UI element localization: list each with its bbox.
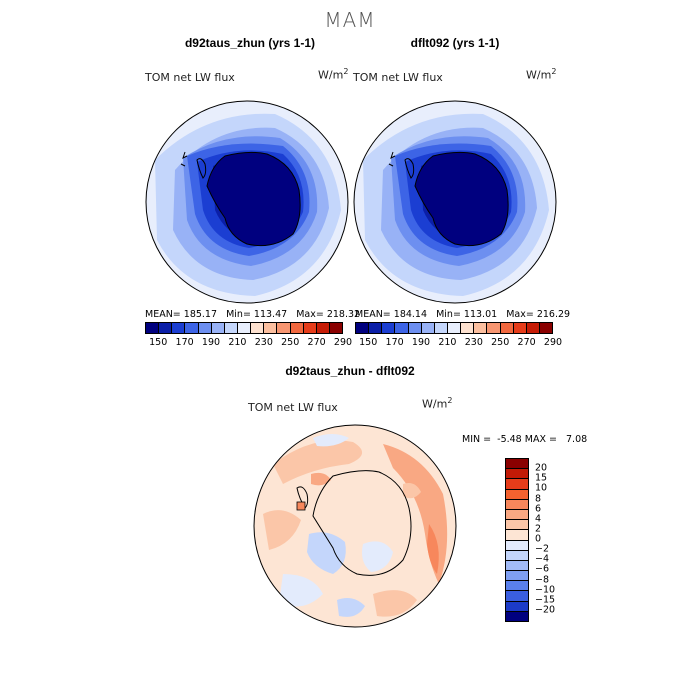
colorbar-2-tick-label: 230 [464,337,483,348]
colorbar-2-swatch [513,323,527,333]
diff-colorbar-swatch [506,611,528,621]
diff-panel-title: d92taus_zhun - dflt092 [285,364,415,378]
colorbar-1-swatch [224,323,238,333]
colorbar-2-tick-label: 290 [543,337,563,348]
colorbar-1-tick-label: 150 [149,337,168,348]
season-title: MAM [324,8,376,32]
diff-colorbar-tick-label: 0 [535,533,542,545]
colorbar-2-tick-label: 170 [385,337,404,348]
diff-min-max: MIN = -5.48 MAX = 7.08 [462,434,588,445]
colorbar-2-swatch [487,323,501,333]
colorbar-2-tick-label: 270 [517,337,536,348]
colorbar-2-swatch [408,323,422,333]
diff-colorbar-tick-label: 2 [535,523,542,535]
colorbar-1-swatch [172,323,186,333]
diff-colorbar-tick-label: 15 [535,472,548,484]
colorbar-1-tick-label: 170 [175,337,194,348]
colorbar-2-swatch [461,323,475,333]
diff-colorbar-tick-label: −6 [535,563,550,575]
colorbar-1-tick-label: 230 [254,337,273,348]
diff-colorbar-swatch [506,479,528,490]
colorbar-2-swatch [474,323,488,333]
panel-1-units: W/m2 [318,67,349,82]
colorbar-2-tick-label: 150 [359,337,378,348]
diff-colorbar-tick-label: 4 [535,513,542,525]
panel-1-title: d92taus_zhun (yrs 1-1) [184,36,316,50]
diff-colorbar-swatch [506,581,528,592]
diff-colorbar-tick-label: −4 [535,553,550,565]
colorbar-1-swatch [316,323,330,333]
colorbar-2-tick-label: 190 [411,337,431,348]
diff-colorbar-tick-label: 8 [535,493,542,504]
colorbar-1-swatch [290,323,304,333]
colorbar-1-swatch [303,323,317,333]
diff-colorbar-tick-label: −2 [535,543,550,555]
colorbar-2-swatch [526,323,540,333]
colorbar-2-swatch [369,323,383,333]
diff-panel-units: W/m2 [422,396,453,411]
diff-colorbar-swatch [506,540,528,551]
panel-1-stats: MEAN= 185.17 Min= 113.47 Max= 218.32 [145,309,361,320]
panel-2-stats: MEAN= 184.14 Min= 113.01 Max= 216.29 [355,309,571,320]
diff-colorbar-swatch [506,509,528,521]
colorbar-1-swatch [146,323,160,333]
diff-colorbar-swatch [506,601,528,612]
diff-colorbar: 20 15 10 8 6 4 2 0 −2 −4 −6 −8 −10 −15 −20 [505,458,565,622]
diff-colorbar-tick-label: −8 [535,574,550,585]
colorbar-2-tick-label: 250 [491,337,510,348]
diff-colorbar-swatch [506,530,528,541]
panel-2-units: W/m2 [526,67,557,82]
diff-colorbar-tick-label: −15 [535,594,556,606]
colorbar-1-swatch [211,323,225,333]
diff-colorbar-swatch [506,560,528,572]
colorbar-1-swatch [251,323,265,333]
colorbar-1-swatch [198,323,212,333]
colorbar-2-swatch [447,323,462,333]
panel-1-map [145,100,349,304]
diff-colorbar-swatch [506,459,528,470]
panel-1-colorbar: 150 170 190 210 230 250 270 290 [145,322,352,349]
colorbar-1-swatch [277,323,291,333]
colorbar-2-swatch [395,323,409,333]
colorbar-2-swatch [356,323,370,333]
colorbar-1-tick-label: 290 [333,337,353,348]
diff-colorbar-swatch [506,550,528,561]
colorbar-1-swatch [329,323,343,333]
panel-2-colorbar: 150 170 190 210 230 250 270 290 [355,322,562,349]
panel-2-map [353,100,557,304]
panel-2-variable: TOM net LW flux [353,71,443,84]
colorbar-1-tick-label: 210 [228,337,247,348]
diff-map [253,424,457,628]
diff-colorbar-swatch [506,571,528,582]
colorbar-2-tick-label: 210 [438,337,457,348]
colorbar-2-swatch [500,323,514,333]
diff-colorbar-swatch [506,489,528,500]
colorbar-2-swatch [434,323,448,333]
diff-panel-variable: TOM net LW flux [248,401,338,414]
diff-colorbar-tick-label: 6 [535,503,542,515]
panel-1-variable: TOM net LW flux [145,71,235,84]
diff-colorbar-swatch [506,520,528,531]
colorbar-2-swatch [421,323,435,333]
diff-colorbar-tick-label: 10 [535,482,548,494]
colorbar-1-swatch [159,323,173,333]
colorbar-2-swatch [539,323,553,333]
diff-colorbar-tick-label: −20 [535,604,556,616]
diff-colorbar-tick-label: −10 [535,584,556,596]
colorbar-1-swatch [237,323,252,333]
panel-2-title: dflt092 (yrs 1-1) [410,36,500,50]
diff-colorbar-swatch [506,499,528,510]
colorbar-1-tick-label: 270 [307,337,326,348]
diff-colorbar-tick-label: 20 [535,462,548,474]
diff-colorbar-swatch [506,469,528,480]
colorbar-1-swatch [264,323,278,333]
colorbar-1-tick-label: 250 [281,337,300,348]
colorbar-1-swatch [185,323,199,333]
diff-colorbar-swatch [506,591,528,602]
colorbar-1-tick-label: 190 [201,337,221,348]
colorbar-2-swatch [382,323,396,333]
